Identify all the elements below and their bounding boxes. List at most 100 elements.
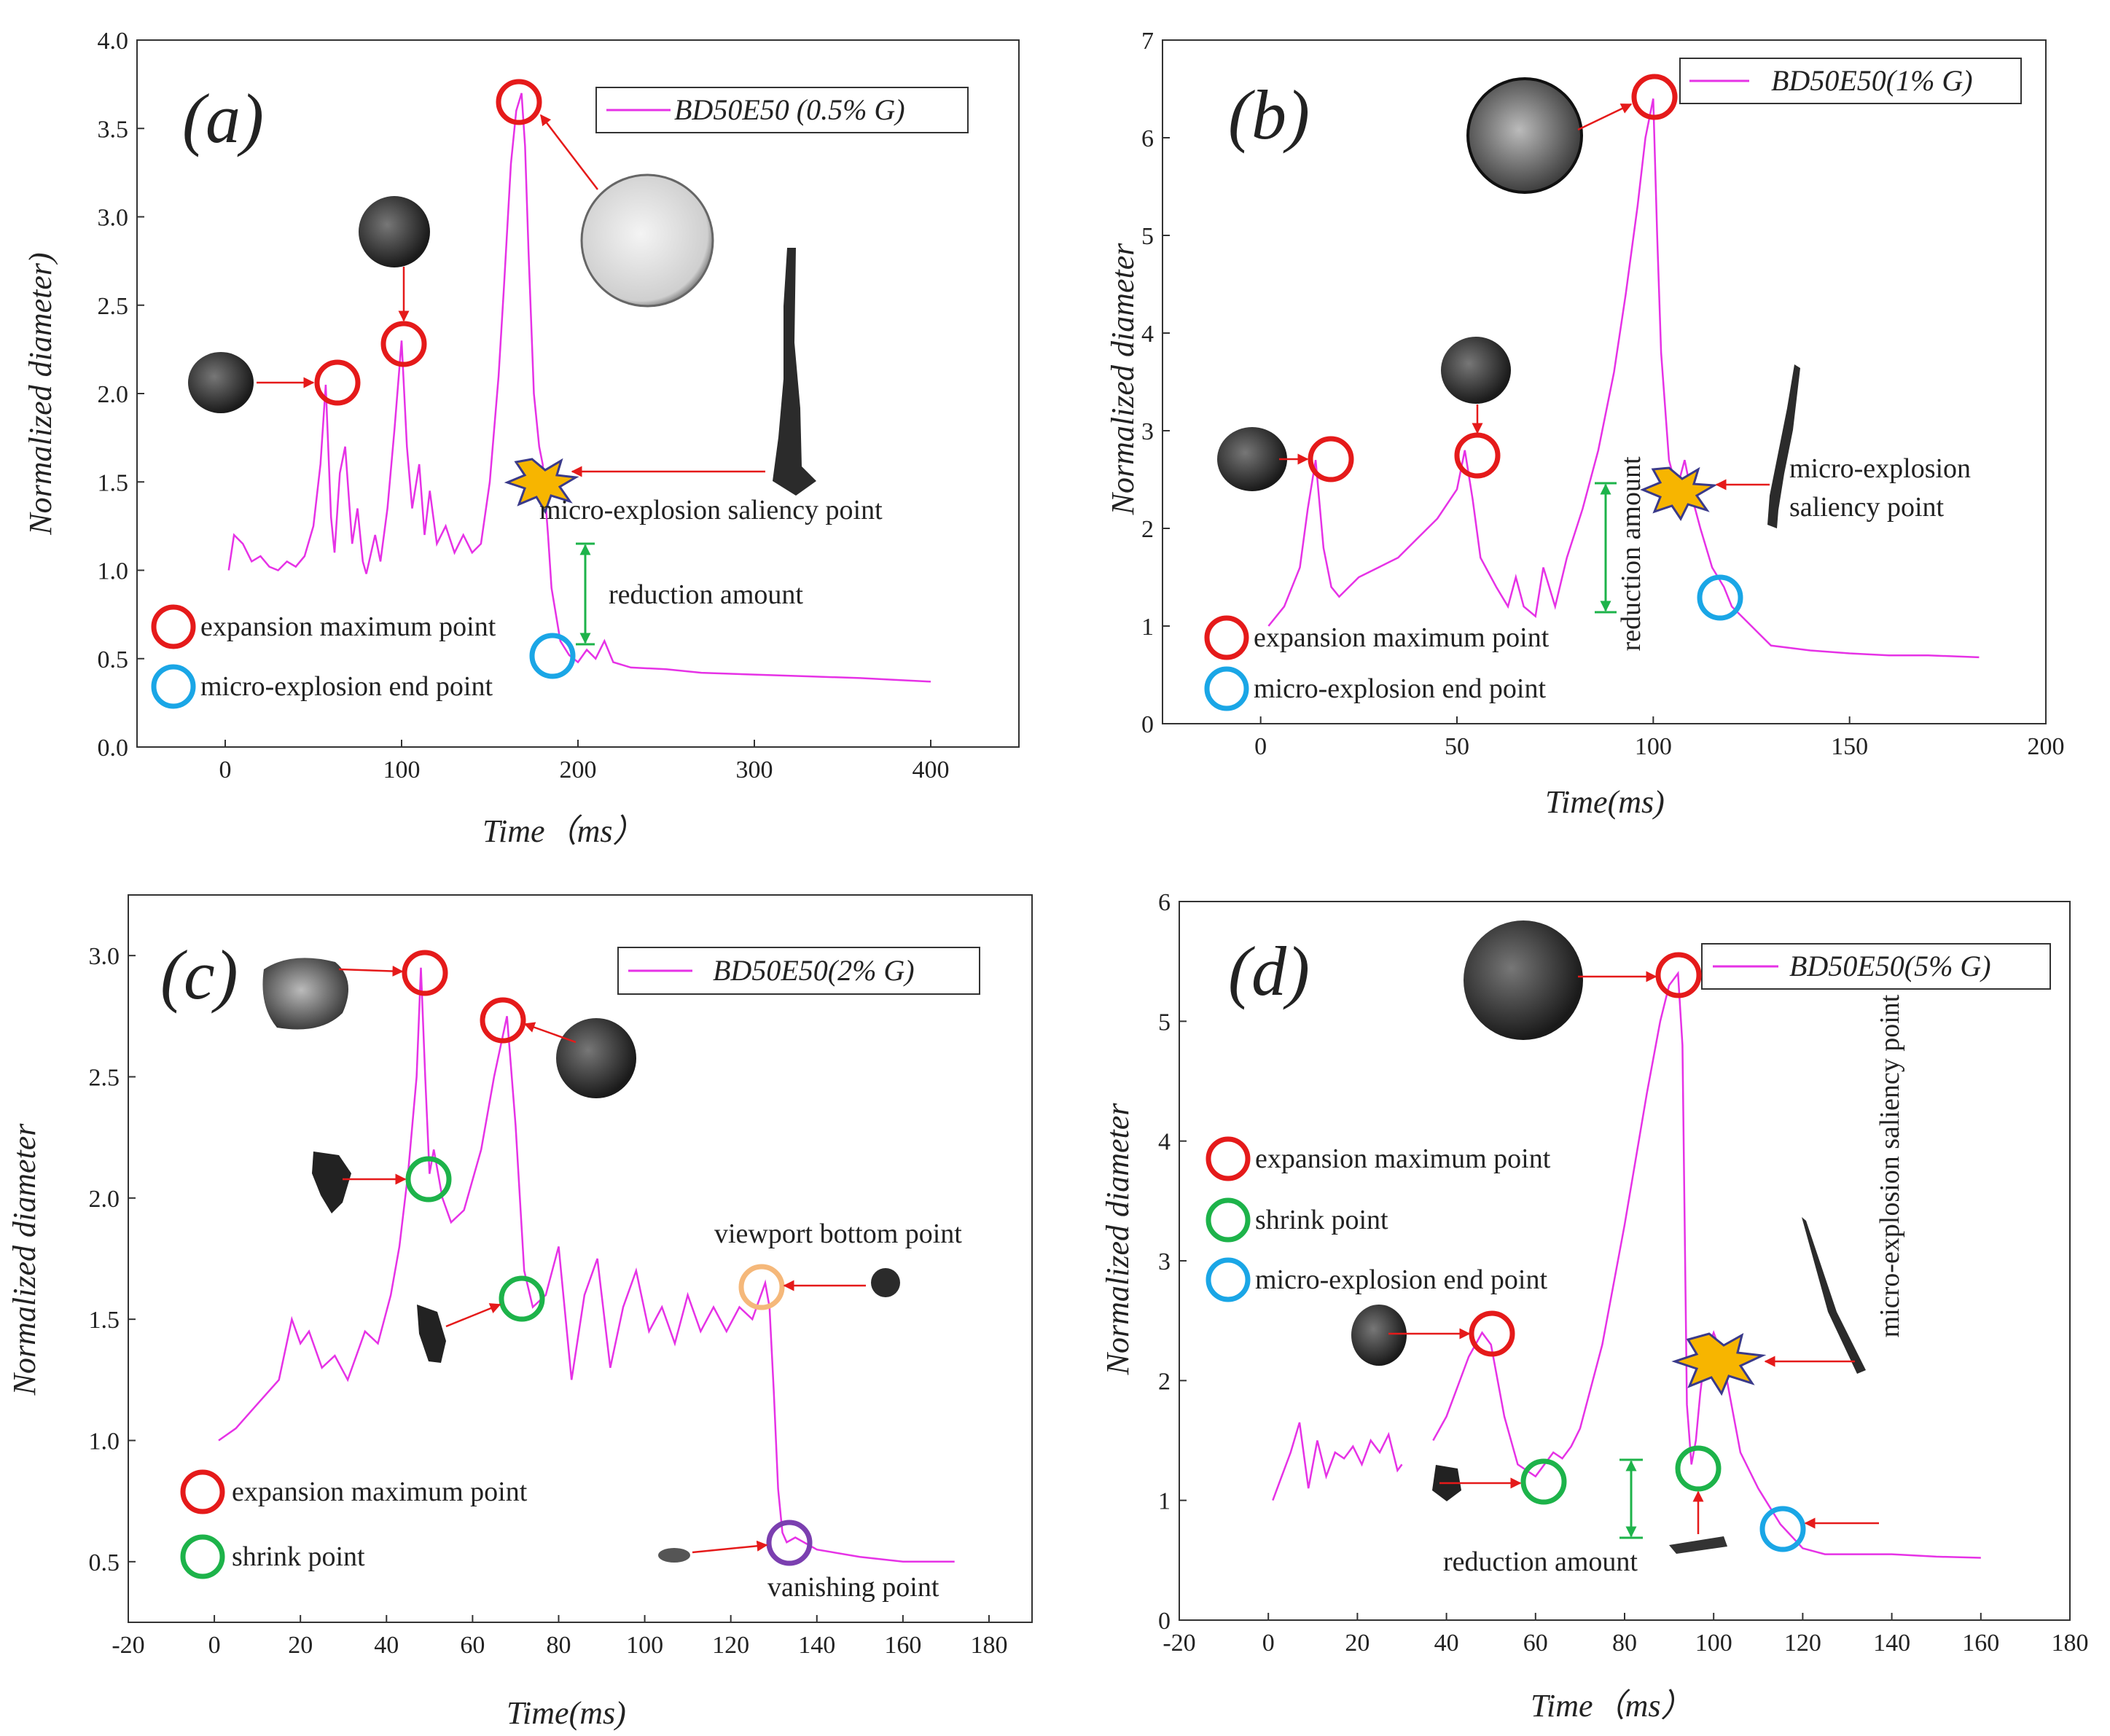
legend-end-marker (151, 664, 196, 709)
annotation-arrow (1577, 103, 1633, 131)
y-tick-label: 3.0 (98, 205, 129, 232)
droplet-image (580, 173, 714, 308)
expansion-maximum-marker (480, 997, 526, 1044)
x-tick-label: 180 (970, 1632, 1007, 1659)
panel-a: 0 100 200 300 400 0.0 0.5 1.0 1.5 2.0 2.5 3.0 3.5 4.0… (23, 28, 1020, 849)
y-tick-label: 4.0 (98, 28, 129, 55)
series-line (218, 967, 955, 1563)
annotation-text: expansion maximum point (1254, 622, 1550, 653)
series-line (1267, 98, 1980, 659)
y-axis-label: Normalized diameter (1100, 1103, 1136, 1376)
y-tick-label: 0.0 (98, 735, 129, 762)
saliency-star-icon (504, 458, 579, 515)
droplet-image (1351, 1305, 1407, 1366)
expansion-maximum-marker (380, 321, 427, 367)
annotation-text: micro-explosion saliency point (1875, 994, 1905, 1337)
axis-ticks: 0 100 200 300 400 0.0 0.5 1.0 1.5 2.0 2.5 3.0 3.5 4.0 (98, 28, 950, 783)
droplet-image (312, 1152, 351, 1213)
expansion-maximum-marker (1631, 74, 1678, 120)
shrink-point-marker (1675, 1445, 1722, 1492)
y-tick-label: 3 (1158, 1248, 1171, 1275)
y-tick-label: 0.5 (89, 1549, 120, 1576)
legend-expansion-marker (180, 1469, 225, 1514)
panel-label: (b) (1228, 76, 1310, 154)
expansion-maximum-marker (402, 950, 448, 996)
panel-c: -20 0 20 40 60 80 100 120 140 160 180 0.5 1.0 1.5 2.0 2… (7, 894, 1033, 1731)
annotation-text: micro-explosion end point (1254, 673, 1546, 704)
x-tick-label: 140 (798, 1632, 835, 1659)
annotation-text: micro-explosion (1789, 453, 1971, 484)
annotation-text: reduction amount (1616, 456, 1646, 651)
expansion-maximum-marker (1655, 952, 1702, 998)
droplet-image (1217, 427, 1287, 491)
y-tick-label: 0.5 (98, 646, 129, 673)
x-axis-label: Time(ms) (507, 1695, 626, 1731)
y-tick-label: 2.5 (98, 293, 129, 320)
x-tick-label: 200 (2028, 733, 2065, 760)
annotation-arrow (540, 114, 598, 190)
saliency-star-icon (1671, 1332, 1767, 1396)
expansion-maximum-marker (1308, 436, 1354, 482)
spray-plume-image (773, 248, 816, 496)
panel-label: (c) (160, 936, 238, 1014)
legend: BD50E50(1% G) (1679, 58, 2022, 104)
series-line (227, 93, 931, 683)
annotation-text: viewport bottom point (714, 1219, 962, 1249)
x-tick-label: 300 (736, 756, 773, 783)
annotation-text: shrink point (232, 1541, 365, 1572)
x-tick-label: 0 (219, 756, 232, 783)
x-tick-label: 100 (383, 756, 421, 783)
series-line (1272, 1422, 1403, 1501)
axis-ticks: 0 50 100 150 200 0 1 2 3 4 5 6 7 (1141, 28, 2065, 760)
y-tick-label: 4 (1158, 1129, 1171, 1156)
expansion-maximum-marker (1454, 432, 1501, 479)
y-tick-label: 5 (1141, 223, 1154, 250)
y-tick-label: 0 (1141, 711, 1154, 738)
annotation-arrow (338, 966, 404, 977)
plot-frame (1179, 901, 2071, 1621)
y-axis-label: Normalized diameter) (23, 252, 58, 535)
x-tick-label: 40 (1434, 1630, 1459, 1657)
expansion-maximum-marker (496, 79, 542, 125)
droplet-image (1466, 77, 1583, 194)
y-tick-label: 1 (1158, 1488, 1171, 1515)
droplet-image (1669, 1536, 1727, 1554)
annotation-arrow (692, 1540, 768, 1554)
legend-label: BD50E50(2% G) (713, 954, 915, 987)
droplet-image (556, 1018, 636, 1098)
y-tick-label: 3 (1141, 418, 1154, 445)
x-tick-label: 400 (913, 756, 950, 783)
droplet-image (871, 1268, 900, 1297)
x-tick-label: 20 (1345, 1630, 1369, 1657)
expansion-maximum-marker (1469, 1310, 1515, 1357)
x-tick-label: 20 (288, 1632, 313, 1659)
shrink-point-marker (405, 1156, 452, 1203)
y-tick-label: 5 (1158, 1009, 1171, 1036)
x-tick-label: -20 (1163, 1630, 1195, 1657)
legend: BD50E50(2% G) (617, 947, 980, 995)
x-axis-label: Time（ms） (482, 813, 644, 849)
y-tick-label: 2.0 (89, 1186, 120, 1213)
y-tick-label: 4 (1141, 321, 1154, 348)
annotation-arrow (523, 1022, 577, 1044)
x-tick-label: 120 (712, 1632, 749, 1659)
annotation-text: expansion maximum point (200, 611, 496, 642)
annotation-text: micro-explosion end point (1255, 1264, 1547, 1295)
legend: BD50E50(5% G) (1701, 943, 2051, 990)
legend-label: BD50E50(5% G) (1789, 950, 1991, 982)
micro-explosion-end-marker (1697, 574, 1743, 621)
y-tick-label: 3.0 (89, 943, 120, 970)
x-tick-label: 150 (1831, 733, 1868, 760)
x-tick-label: 80 (1612, 1630, 1637, 1657)
x-tick-label: 160 (1962, 1630, 1999, 1657)
spray-plume-image (1767, 364, 1800, 528)
panel-label: (a) (182, 79, 264, 157)
x-tick-label: 80 (546, 1632, 571, 1659)
shrink-point-marker (1520, 1458, 1567, 1505)
x-tick-label: 50 (1445, 733, 1469, 760)
shrink-point-marker (499, 1275, 545, 1322)
annotation-text: micro-explosion end point (200, 671, 493, 702)
y-tick-label: 1.0 (98, 558, 129, 585)
axis-ticks: -20 0 20 40 60 80 100 120 140 160 180 0.5 1.0 1.5 2.0 2… (89, 943, 1008, 1659)
